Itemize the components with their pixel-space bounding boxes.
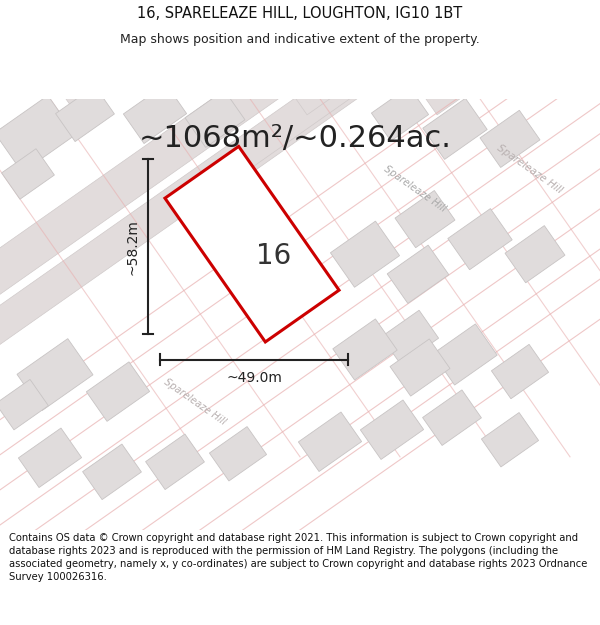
- Text: 16, SPARELEAZE HILL, LOUGHTON, IG10 1BT: 16, SPARELEAZE HILL, LOUGHTON, IG10 1BT: [137, 6, 463, 21]
- Polygon shape: [491, 344, 548, 399]
- Polygon shape: [390, 339, 450, 396]
- Polygon shape: [56, 86, 115, 142]
- Polygon shape: [0, 96, 76, 172]
- Polygon shape: [387, 245, 449, 303]
- Polygon shape: [382, 310, 439, 364]
- Polygon shape: [83, 444, 142, 499]
- Text: ~58.2m: ~58.2m: [125, 219, 139, 274]
- Text: ~49.0m: ~49.0m: [226, 371, 282, 384]
- Polygon shape: [423, 98, 487, 159]
- Polygon shape: [481, 412, 539, 467]
- Polygon shape: [433, 324, 497, 385]
- Polygon shape: [180, 0, 600, 209]
- Polygon shape: [395, 191, 455, 248]
- Polygon shape: [20, 0, 330, 115]
- Polygon shape: [17, 339, 93, 411]
- Polygon shape: [146, 434, 205, 489]
- Polygon shape: [0, 21, 424, 450]
- Text: ~1068m²/~0.264ac.: ~1068m²/~0.264ac.: [139, 124, 451, 153]
- Polygon shape: [0, 379, 49, 430]
- Polygon shape: [371, 87, 428, 141]
- Polygon shape: [19, 428, 82, 488]
- Text: Spareleaze Hill: Spareleaze Hill: [162, 376, 228, 427]
- Polygon shape: [448, 209, 512, 270]
- Polygon shape: [333, 319, 397, 380]
- Polygon shape: [86, 362, 149, 421]
- Polygon shape: [0, 0, 100, 115]
- Polygon shape: [0, 0, 565, 329]
- Text: Map shows position and indicative extent of the property.: Map shows position and indicative extent…: [120, 32, 480, 46]
- Polygon shape: [185, 90, 245, 148]
- Polygon shape: [124, 84, 187, 144]
- Polygon shape: [331, 221, 400, 288]
- Text: Contains OS data © Crown copyright and database right 2021. This information is : Contains OS data © Crown copyright and d…: [9, 533, 587, 582]
- Polygon shape: [2, 149, 55, 199]
- Polygon shape: [165, 146, 339, 342]
- Polygon shape: [208, 0, 460, 115]
- Polygon shape: [422, 390, 481, 446]
- Polygon shape: [361, 400, 424, 459]
- Text: 16: 16: [256, 242, 292, 270]
- Polygon shape: [298, 412, 362, 471]
- Polygon shape: [480, 110, 540, 168]
- Polygon shape: [505, 226, 565, 282]
- Text: Spareleaze Hill: Spareleaze Hill: [496, 142, 565, 195]
- Polygon shape: [209, 427, 266, 481]
- Text: Spareleaze Hill: Spareleaze Hill: [382, 164, 448, 214]
